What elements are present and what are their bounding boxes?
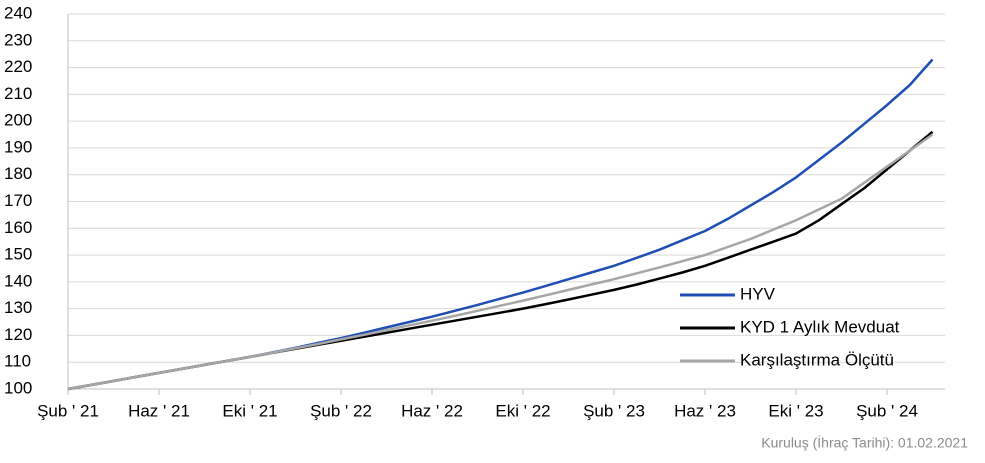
x-tick-label: Eki ' 22 (495, 401, 550, 420)
legend-label: KYD 1 Aylık Mevduat (740, 317, 900, 336)
y-tick-label: 120 (4, 325, 32, 344)
x-tick-label: Eki ' 21 (222, 401, 277, 420)
x-tick-label: Şub ' 22 (310, 401, 372, 420)
x-tick-label: Eki ' 23 (768, 401, 823, 420)
y-tick-label: 170 (4, 191, 32, 210)
y-tick-label: 110 (4, 352, 31, 371)
y-tick-label: 140 (4, 271, 32, 290)
series-line (67, 58, 934, 391)
x-tick-label: Haz ' 23 (674, 401, 736, 420)
x-tick-label: Şub ' 21 (37, 401, 99, 420)
y-tick-label: 210 (4, 84, 32, 103)
x-tick-label: Şub ' 23 (583, 401, 645, 420)
footnote: Kuruluş (İhraç Tarihi): 01.02.2021 (761, 434, 968, 451)
y-tick-label: 180 (4, 164, 32, 183)
series-line (67, 133, 934, 391)
y-tick-label: 220 (4, 57, 32, 76)
y-tick-label: 100 (4, 378, 32, 397)
y-tick-label: 150 (4, 245, 32, 264)
y-tick-label: 200 (4, 111, 32, 130)
y-tick-label: 230 (4, 30, 32, 49)
x-tick-label: Şub ' 24 (856, 401, 918, 420)
y-tick-label: 190 (4, 137, 32, 156)
x-tick-label: Haz ' 22 (401, 401, 463, 420)
legend-label: HYV (740, 284, 776, 303)
y-tick-label: 240 (4, 3, 32, 22)
y-tick-label: 130 (4, 298, 32, 317)
legend-label: Karşılaştırma Ölçütü (740, 350, 894, 369)
x-tick-label: Haz ' 21 (128, 401, 190, 420)
y-tick-label: 160 (4, 218, 32, 237)
